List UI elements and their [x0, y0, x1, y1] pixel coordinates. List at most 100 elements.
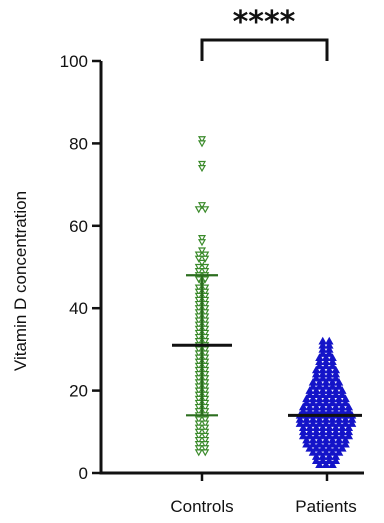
- data-point: [321, 439, 331, 448]
- data-point: [201, 424, 210, 432]
- data-point: [201, 329, 210, 337]
- data-point: [194, 371, 203, 379]
- data-point: [318, 443, 328, 452]
- data-point: [194, 296, 203, 304]
- data-point: [321, 398, 331, 407]
- data-point: [308, 439, 318, 448]
- data-point: [194, 338, 203, 346]
- data-point: [201, 354, 210, 362]
- data-point: [324, 456, 334, 464]
- data-point: [194, 366, 203, 375]
- data-point: [328, 439, 337, 448]
- data-point: [197, 235, 207, 243]
- data-point: [201, 263, 210, 272]
- data-point: [194, 206, 203, 214]
- y-tick-labels: 0 20 40 60 80 100: [60, 52, 101, 483]
- data-point: [194, 292, 203, 300]
- data-point: [194, 321, 203, 329]
- data-point: [201, 313, 210, 321]
- y-tick-label: 80: [69, 134, 88, 153]
- data-point: [194, 358, 203, 366]
- data-point: [201, 268, 210, 276]
- y-tick-label: 40: [69, 299, 88, 318]
- data-point: [201, 206, 210, 214]
- summary-stats: [172, 274, 362, 417]
- data-point: [311, 443, 321, 452]
- data-point: [201, 432, 210, 440]
- data-point: [194, 276, 203, 284]
- data-point: [324, 431, 334, 440]
- data-point: [341, 419, 350, 427]
- data-point: [197, 247, 207, 255]
- data-point: [201, 366, 210, 375]
- data-point: [201, 317, 210, 325]
- data-point: [194, 428, 203, 436]
- data-point: [194, 333, 203, 342]
- data-point: [201, 276, 210, 284]
- data-point: [321, 361, 331, 370]
- data-point: [298, 431, 308, 440]
- data-point: [337, 390, 347, 399]
- y-tick-label: 60: [69, 217, 88, 236]
- data-points: [194, 136, 357, 469]
- data-point: [194, 263, 203, 272]
- data-point: [201, 255, 210, 263]
- data-point: [194, 268, 203, 276]
- data-point: [194, 354, 203, 362]
- data-point: [201, 436, 210, 445]
- data-point: [201, 300, 210, 309]
- data-point: [302, 439, 311, 448]
- data-point: [201, 296, 210, 304]
- data-point: [315, 447, 324, 456]
- data-point: [201, 445, 210, 453]
- data-point: [328, 447, 337, 456]
- data-point: [201, 325, 210, 333]
- category-label-controls: Controls: [170, 497, 233, 516]
- data-point: [308, 419, 318, 427]
- data-point: [197, 165, 207, 173]
- data-point: [347, 419, 357, 427]
- data-point: [331, 456, 341, 464]
- data-point: [194, 375, 203, 383]
- data-point: [315, 382, 324, 390]
- data-point: [334, 439, 344, 448]
- data-point: [201, 338, 210, 346]
- data-point: [328, 419, 337, 427]
- data-point: [201, 333, 210, 342]
- data-point: [194, 387, 203, 395]
- data-point: [315, 419, 324, 427]
- data-point: [201, 395, 210, 403]
- data-point: [318, 349, 328, 357]
- data-point: [201, 309, 210, 317]
- data-point: [321, 447, 331, 456]
- data-point: [194, 379, 203, 387]
- data-point: [302, 398, 311, 407]
- data-point: [194, 432, 203, 440]
- axes: [99, 61, 364, 481]
- data-point: [201, 284, 210, 292]
- data-point: [201, 375, 210, 383]
- data-point: [308, 447, 318, 456]
- y-axis-label: Vitamin D concentration: [11, 191, 30, 371]
- data-point: [194, 309, 203, 317]
- data-point: [194, 391, 203, 399]
- data-point: [201, 288, 210, 296]
- data-point: [334, 419, 344, 427]
- data-point: [194, 329, 203, 337]
- data-point: [321, 419, 331, 427]
- data-point: [318, 373, 328, 382]
- data-point: [194, 325, 203, 333]
- data-point: [201, 449, 210, 457]
- data-point: [308, 398, 318, 407]
- data-point: [337, 431, 347, 440]
- data-point: [201, 379, 210, 387]
- data-point: [194, 403, 203, 412]
- data-point: [324, 443, 334, 452]
- data-point: [194, 350, 203, 358]
- data-point: [201, 383, 210, 391]
- data-point: [194, 420, 203, 428]
- data-point: [201, 362, 210, 370]
- data-point: [194, 436, 203, 445]
- data-point: [328, 398, 337, 407]
